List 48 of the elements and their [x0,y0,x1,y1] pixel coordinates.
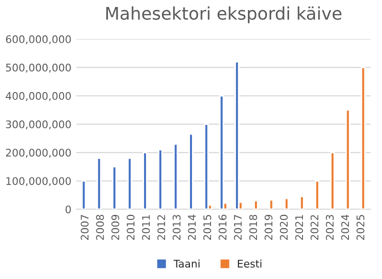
x-tick-label: 2011 [142,215,150,240]
bar [330,152,335,210]
x-tick-label: 2025 [356,215,364,240]
bar [300,196,304,210]
y-tick-label: 600,000,000 [6,35,71,44]
y-tick-label: 200,000,000 [6,148,71,158]
bar [360,66,366,210]
bar [127,158,132,210]
bar [81,180,86,210]
legend-label: Taani [174,260,200,268]
bar [112,166,117,210]
x-tick-label: 2009 [111,214,120,240]
x-tick-label: 2014 [188,214,196,240]
bar [188,133,194,210]
bar [173,143,178,210]
bar [268,199,274,210]
x-tick-label: 2022 [310,215,318,240]
bar [142,152,148,210]
bar [96,158,102,210]
bar [204,123,209,210]
x-tick-label: 2023 [326,214,334,240]
x-tick-label: 2010 [126,214,135,240]
bar [254,200,258,210]
x-tick-label: 2018 [249,214,258,240]
y-tick-label: 100,000,000 [6,177,71,186]
x-tick-label: 2020 [280,214,288,240]
y-tick-label: 500,000,000 [6,64,71,73]
bar [219,95,224,210]
bar [284,198,289,210]
x-tick-label: 2015 [203,215,212,240]
y-tick-label: 400,000,000 [6,92,71,101]
y-tick-label: 300,000,000 [6,120,71,130]
legend-label: Eesti [238,260,262,268]
bar [234,61,240,210]
x-tick-label: 2013 [172,214,181,240]
x-tick-label: 2019 [264,214,272,240]
x-tick-label: 2012 [157,215,166,240]
x-tick-label: 2008 [96,214,104,240]
bar [345,109,350,210]
bar [314,180,320,210]
x-tick-label: 2021 [295,215,304,240]
x-tick-label: 2016 [218,214,226,240]
chart-title: Mahesektori ekspordi käive [106,6,342,24]
bar [158,148,163,210]
x-tick-label: 2007 [80,215,89,240]
x-tick-label: 2017 [234,215,242,240]
y-tick-label: 0 [66,205,71,214]
x-tick-label: 2024 [341,214,350,240]
